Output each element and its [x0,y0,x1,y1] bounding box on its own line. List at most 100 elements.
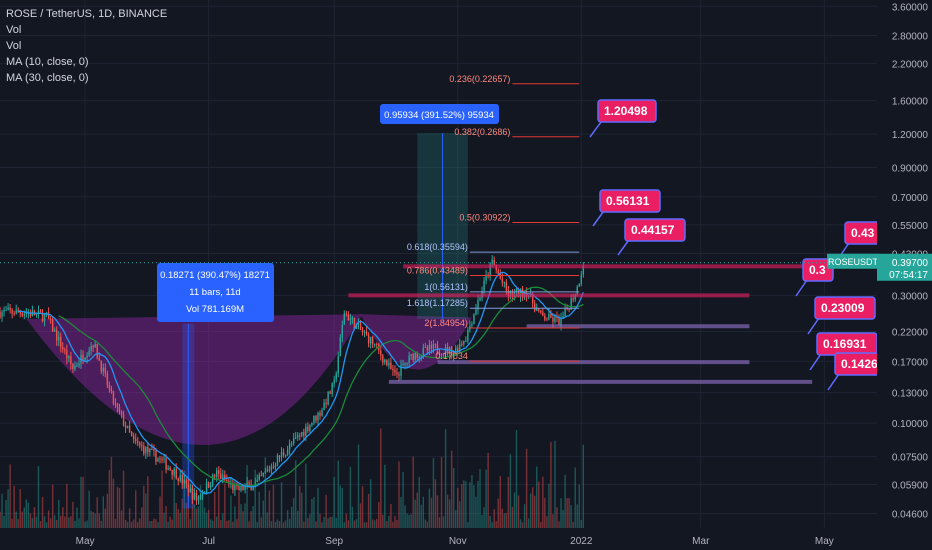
volume-bar [347,520,350,528]
candle [224,470,226,481]
candle-body [60,336,62,348]
volume-bar [495,521,497,528]
volume-bar [88,490,90,528]
candle [96,343,98,360]
candle-body [173,468,175,475]
candle-body [418,356,420,358]
candle-body [209,485,212,488]
candle [578,283,580,287]
volume-bar [104,508,107,528]
candle-body [195,492,198,501]
candle [533,299,536,313]
candle-body [240,485,242,491]
indicator-ma-30[interactable]: MA (30, close, 0) [6,72,89,84]
volume-bar [90,510,92,528]
volume-bar [53,515,56,528]
candle-body [94,344,96,348]
volume-bar [193,504,196,528]
volume-bar [345,513,348,528]
candle [149,447,151,457]
volume-bar [363,522,366,528]
price-tick-label: 0.05900 [892,481,929,492]
price-tick-label: 0.22000 [892,327,929,338]
candle [116,402,119,413]
volume-bar [390,504,392,528]
candle [343,310,346,325]
candle-body [244,485,246,491]
indicator-ma-10[interactable]: MA (10, close, 0) [6,56,89,68]
volume-bar [481,514,483,528]
candle-body [422,347,425,355]
volume-bar [448,499,451,528]
volume-bar [511,506,514,528]
volume-bar [382,514,384,528]
callout-text: 0.44157 [631,223,675,237]
candle [538,308,540,313]
candle-body [268,469,271,471]
candle-body [175,468,177,479]
volume-bar [416,492,418,528]
candle-body [58,336,60,341]
candle [17,307,19,314]
callout-box [597,99,657,123]
indicator-vol-2[interactable]: Vol [6,40,22,52]
volume-bar [343,522,346,528]
volume-bar [157,522,159,528]
candle [301,431,303,438]
candle-body [544,315,546,320]
candle [244,483,246,494]
volume-bar [426,521,429,528]
candle-body [72,363,74,370]
candle [179,470,181,483]
candle-body [325,402,327,405]
volume-bar [21,511,23,528]
volume-bar [440,457,443,528]
candle-body [452,352,455,357]
volume-bar [268,490,271,528]
candle-body [564,308,566,317]
candle-body [288,443,291,450]
candle-body [303,431,305,436]
candle-body [554,316,556,322]
volume-bar [15,511,17,528]
volume-bar [126,521,129,528]
candle [262,472,265,478]
candle-body [15,309,17,315]
candle [134,433,137,445]
measure-info-box-2: 0.95934 (391.52%) 95934 [380,104,499,124]
candle-body [185,479,188,485]
candle-body [369,336,372,344]
candle [153,444,155,457]
volume-bar [305,463,307,528]
candle-body [149,448,151,453]
chart-legend: ROSE / TetherUS, 1D, BINANCE Vol Vol MA … [6,6,167,86]
price-tick-label: 2.20000 [892,60,929,71]
callout-box [802,258,834,282]
indicator-vol-1[interactable]: Vol [6,24,22,36]
candle-body [295,437,297,439]
volume-bar [465,481,467,528]
candle-body [434,343,437,346]
candle [137,436,139,447]
volume-bar [509,454,512,528]
candle-body [236,485,238,487]
volume-bar [552,514,554,528]
volume-bar [25,499,28,528]
candle [282,448,285,458]
candle-body [365,332,368,335]
candle [49,315,52,324]
cup-pattern [26,314,472,446]
candle [365,326,368,336]
volume-bar [189,519,192,528]
candle [272,461,275,470]
candle-body [7,307,9,310]
price-tick-label: 0.10000 [892,419,929,430]
volume-bar [402,472,404,528]
candle-body [373,343,376,345]
candle [100,360,102,375]
price-tick-label: 3.60000 [892,2,929,13]
fib-label: 1(0.56131) [424,282,468,292]
candle [62,342,64,353]
volume-bar [321,522,323,528]
